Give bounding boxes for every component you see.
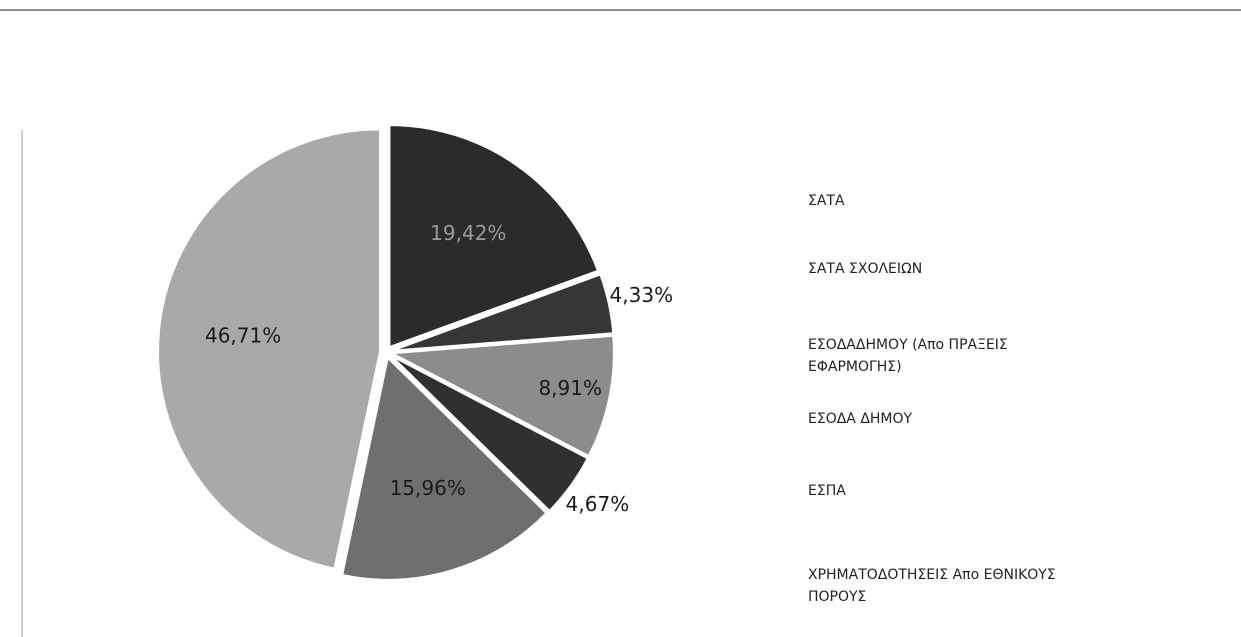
legend-entry: ΧΡΗΜΑΤΟΔΟΤΗΣΕΙΣ Απο ΕΘΝΙΚΟΥΣ ΠΟΡΟΥΣ [808,567,1056,605]
pie-slice [388,334,615,458]
data-label: 4,33% [610,283,674,307]
data-label: 46,71% [205,324,281,348]
data-label: 4,67% [566,492,630,516]
data-label: 15,96% [390,476,466,500]
legend-entry: ΕΣΟΔΑ ΔΗΜΟΥ [808,411,913,427]
pie-slice [157,128,382,570]
pie-slice [388,124,600,349]
pie-slice [340,355,548,581]
data-label: 8,91% [538,376,602,400]
legend-entry: ΕΣΠΑ [808,483,846,499]
legend-entry: ΣΑΤΑ ΣΧΟΛΕΙΩΝ [808,261,923,277]
legend-entry: ΣΑΤΑ [808,193,845,209]
pie-slice [390,354,589,513]
pie-slice [391,273,615,352]
legend-entry: ΕΣΟΔΑΔΗΜΟΥ (Απο ΠΡΑΞΕΙΣ ΕΦΑΡΜΟΓΗΣ) [808,337,1008,375]
data-label: 19,42% [430,221,506,245]
